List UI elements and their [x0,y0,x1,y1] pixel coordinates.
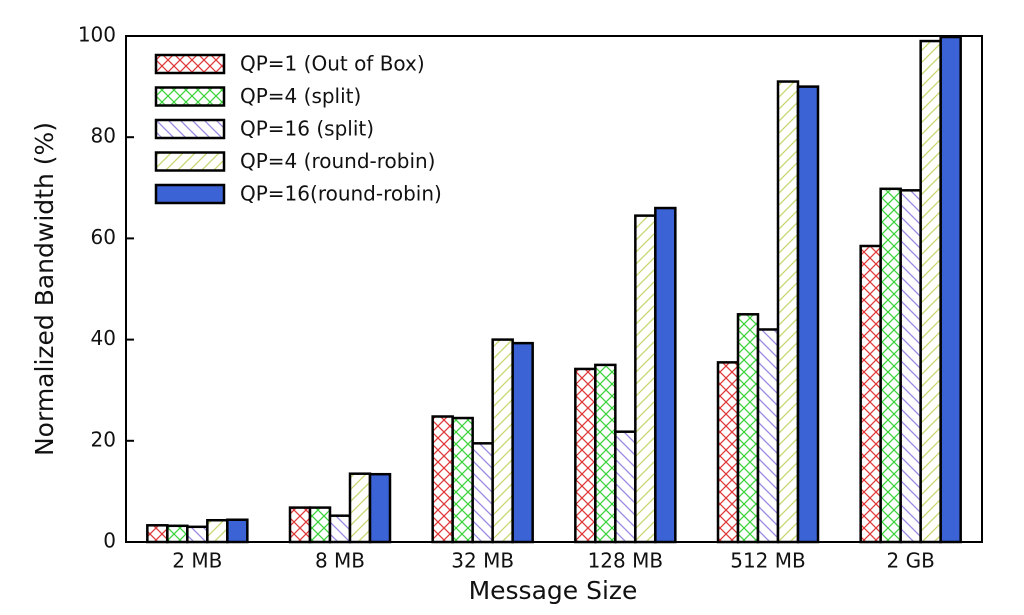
bar [451,416,474,544]
bar [736,313,760,544]
bar [634,214,657,544]
bar [206,518,229,544]
bar [939,35,962,544]
bar [308,506,332,544]
bar [796,85,820,544]
bar [776,80,800,544]
legend-swatch [154,118,226,140]
legend-label: QP=16(round-robin) [240,182,442,206]
x-tick-label: 32 MB [451,549,514,573]
bar [899,189,922,544]
bar [166,524,189,544]
bar [491,338,514,544]
bar [716,361,740,544]
x-tick-label: 2 MB [172,549,222,573]
y-tick-label: 0 [103,529,116,553]
legend-swatch [154,53,226,75]
x-tick-label: 512 MB [730,549,806,573]
bar [186,525,209,544]
legend-swatch [154,151,226,172]
y-tick-label: 60 [91,225,116,249]
bar [511,341,534,544]
plot-frame [125,35,983,543]
bar [614,430,637,544]
bar [574,367,597,544]
bar [226,518,249,544]
y-tick-label: 80 [91,124,116,148]
bar [146,524,169,544]
bar [348,472,372,544]
bar [288,506,312,544]
bar [859,244,882,544]
bar [879,187,902,544]
bar [471,442,494,544]
bar [368,472,392,544]
x-tick-label: 128 MB [588,549,664,573]
x-tick-label: 8 MB [315,549,365,573]
y-tick-label: 40 [91,326,116,350]
legend-label: QP=4 (split) [240,84,361,108]
bar [919,39,942,544]
legend-swatch [154,86,226,107]
y-tick-label: 20 [91,427,116,451]
bar [756,328,780,544]
bar [328,514,352,544]
legend-label: QP=4 (round-robin) [240,149,435,173]
legend-label: QP=1 (Out of Box) [240,52,425,76]
bar [654,206,677,544]
legend-label: QP=16 (split) [240,117,374,141]
legend-swatch [154,183,226,205]
x-axis-title: Message Size [469,576,638,605]
bar [431,415,454,544]
bar [594,363,617,544]
y-axis-title: Normalized Bandwidth (%) [30,122,59,456]
y-tick-label: 100 [78,23,116,47]
x-tick-label: 2 GB [887,549,935,573]
